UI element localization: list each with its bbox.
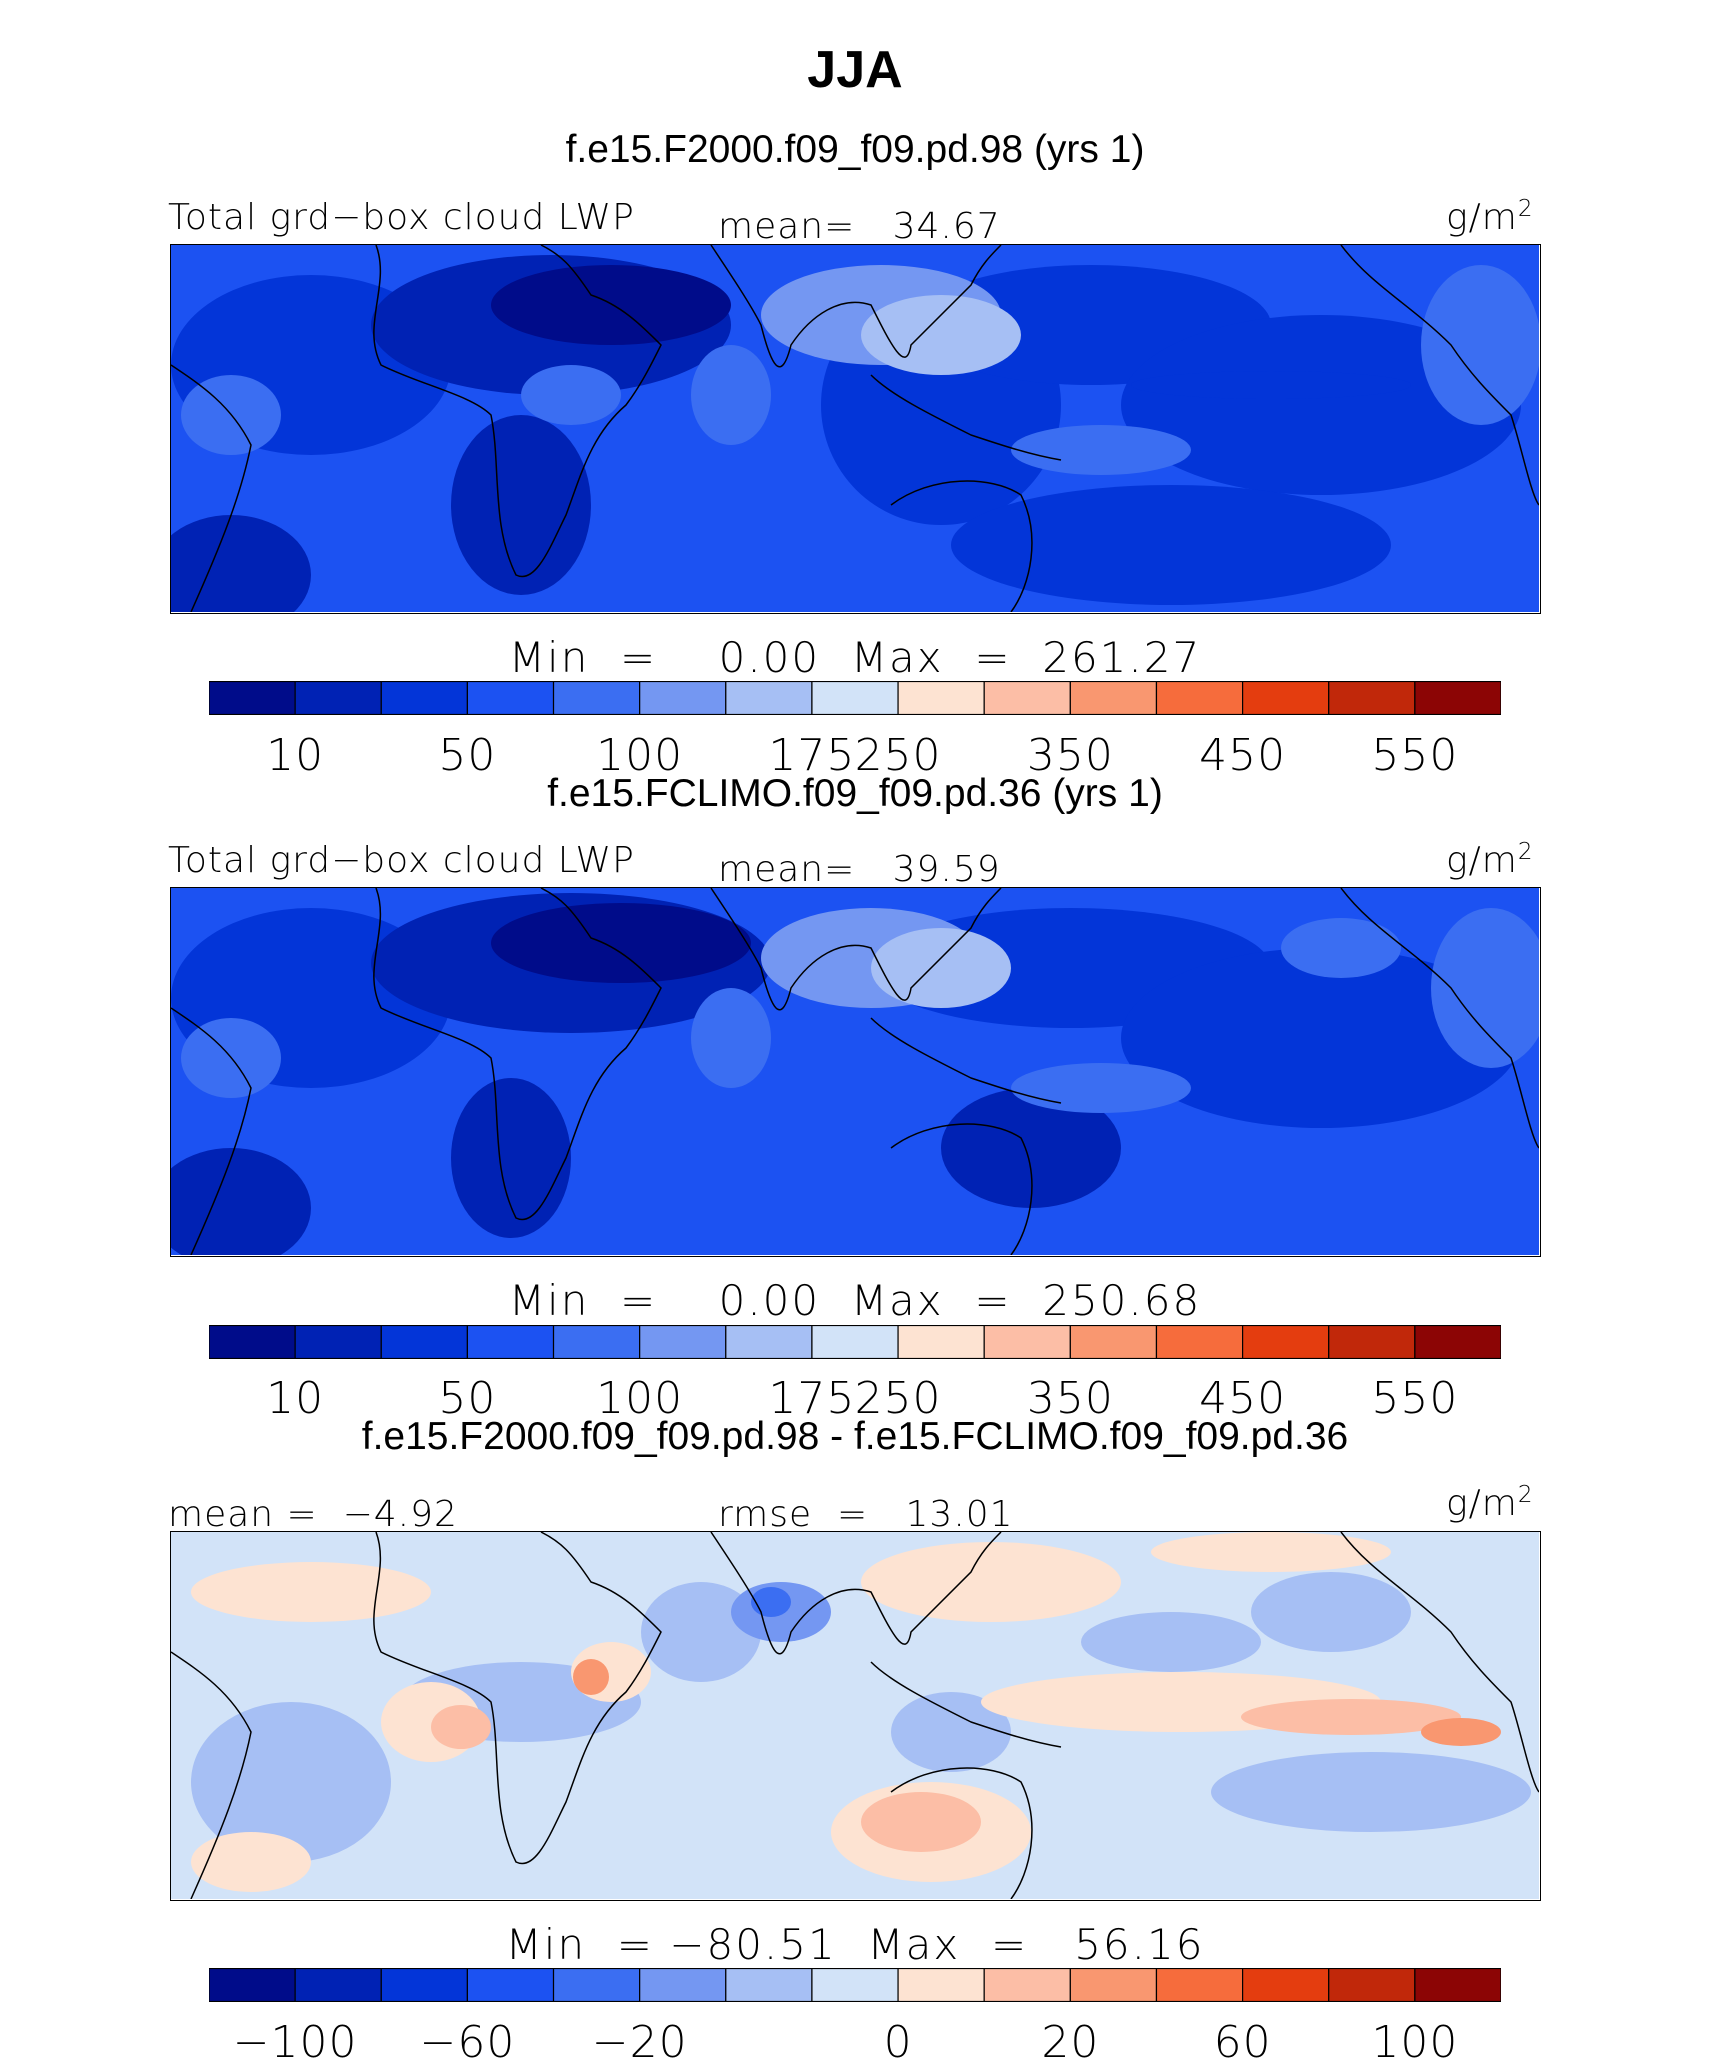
- colorbar-box: [380, 1325, 469, 1359]
- colorbar-tick-label: 100: [596, 1373, 684, 1424]
- colorbar-tick-label: 10: [266, 1373, 325, 1424]
- colorbar-box: [1241, 1968, 1330, 2002]
- panel-3-min-max: Min = −80.51 Max = 56.16: [505, 1920, 1205, 1969]
- colorbar-box: [1241, 1325, 1330, 1359]
- colorbar-tick-label: 50: [438, 730, 497, 781]
- panel-3-rmse-label: rmse = 13.01: [718, 1494, 1014, 1535]
- colorbar-box: [983, 1325, 1071, 1359]
- colorbar-tick-label: 0: [883, 2017, 913, 2068]
- panel-3-units: g/m2: [1446, 1482, 1534, 1524]
- colorbar-box: [552, 1968, 641, 2002]
- colorbar-box: [639, 1325, 727, 1359]
- colorbar-box: [380, 1968, 469, 2002]
- colorbar-box: [466, 1325, 555, 1359]
- panel-2-contour-field: [171, 888, 1539, 1255]
- colorbar-tick-label: 175: [768, 1373, 856, 1424]
- colorbar-tick-label: 550: [1371, 1373, 1459, 1424]
- panel-1-variable-label: Total grd−box cloud LWP: [168, 197, 635, 238]
- panel-1-colorbar-boxes: [209, 681, 1501, 715]
- colorbar-box: [725, 1968, 813, 2002]
- colorbar-box: [811, 1968, 899, 2002]
- colorbar-box: [1328, 1968, 1416, 2002]
- colorbar-tick-label: 60: [1213, 2017, 1272, 2068]
- colorbar-box: [1155, 1325, 1244, 1359]
- panel-2-min-max: Min = 0.00 Max = 250.68: [508, 1276, 1202, 1325]
- colorbar-box: [639, 1968, 727, 2002]
- colorbar-box: [897, 1325, 985, 1359]
- colorbar-box: [1155, 681, 1244, 715]
- colorbar-tick-label: 350: [1026, 730, 1114, 781]
- panel-2-colorbar-boxes: [209, 1325, 1501, 1359]
- colorbar-box: [209, 681, 296, 715]
- colorbar-tick-label: −60: [419, 2017, 516, 2068]
- colorbar-box: [1328, 1325, 1416, 1359]
- colorbar-box: [1414, 1325, 1501, 1359]
- colorbar-box: [1414, 1968, 1501, 2002]
- panel-2-title: f.e15.FCLIMO.f09_f09.pd.36 (yrs 1): [547, 772, 1163, 815]
- colorbar-box: [1155, 1968, 1244, 2002]
- colorbar-box: [639, 681, 727, 715]
- colorbar-box: [1069, 1325, 1158, 1359]
- panel-2-variable-label: Total grd−box cloud LWP: [168, 840, 635, 881]
- colorbar-box: [209, 1968, 296, 2002]
- colorbar-tick-label: 10: [266, 730, 325, 781]
- colorbar-box: [380, 681, 469, 715]
- colorbar-box: [1069, 1968, 1158, 2002]
- colorbar-tick-label: 250: [854, 730, 942, 781]
- colorbar-tick-label: 100: [596, 730, 684, 781]
- panel-3-colorbar-boxes: [209, 1968, 1501, 2002]
- panel-2-units: g/m2: [1446, 839, 1534, 881]
- panel-3-map: [170, 1531, 1541, 1901]
- panel-1-colorbar: [209, 681, 1501, 715]
- main-title: JJA: [807, 41, 903, 99]
- colorbar-tick-label: −100: [232, 2017, 358, 2068]
- colorbar-box: [811, 681, 899, 715]
- colorbar-box: [897, 681, 985, 715]
- colorbar-tick-label: 550: [1371, 730, 1459, 781]
- colorbar-box: [897, 1968, 985, 2002]
- colorbar-tick-label: 100: [1371, 2017, 1459, 2068]
- colorbar-box: [1328, 681, 1416, 715]
- colorbar-box: [811, 1325, 899, 1359]
- panel-2-map: [170, 887, 1541, 1257]
- colorbar-box: [552, 681, 641, 715]
- panel-3-contour-field: [171, 1532, 1539, 1899]
- colorbar-box: [466, 681, 555, 715]
- colorbar-box: [983, 1968, 1071, 2002]
- colorbar-tick-label: −20: [591, 2017, 688, 2068]
- colorbar-box: [209, 1325, 296, 1359]
- panel-1-min-max: Min = 0.00 Max = 261.27: [508, 633, 1202, 682]
- panel-3-title: f.e15.F2000.f09_f09.pd.98 - f.e15.FCLIMO…: [361, 1415, 1349, 1458]
- panel-2-mean-label: mean= 39.59: [718, 849, 1001, 890]
- colorbar-tick-label: 175: [768, 730, 856, 781]
- panel-1-mean-label: mean= 34.67: [718, 206, 1001, 247]
- colorbar-box: [294, 1968, 382, 2002]
- colorbar-tick-label: 350: [1026, 1373, 1114, 1424]
- colorbar-tick-label: 450: [1199, 730, 1287, 781]
- colorbar-tick-label: 450: [1199, 1373, 1287, 1424]
- colorbar-box: [1414, 681, 1501, 715]
- colorbar-box: [1069, 681, 1158, 715]
- colorbar-box: [725, 681, 813, 715]
- colorbar-box: [1241, 681, 1330, 715]
- colorbar-box: [725, 1325, 813, 1359]
- colorbar-box: [983, 681, 1071, 715]
- colorbar-tick-label: 50: [438, 1373, 497, 1424]
- panel-2-colorbar: [209, 1325, 1501, 1359]
- panel-3-mean-label: mean = −4.92: [168, 1494, 458, 1535]
- panel-1-map: [170, 244, 1541, 614]
- colorbar-box: [466, 1968, 555, 2002]
- colorbar-box: [294, 1325, 382, 1359]
- panel-1-units: g/m2: [1446, 196, 1534, 238]
- colorbar-box: [552, 1325, 641, 1359]
- panel-3-colorbar: [209, 1968, 1501, 2002]
- panel-1-title: f.e15.F2000.f09_f09.pd.98 (yrs 1): [565, 128, 1145, 171]
- panel-1-contour-field: [171, 245, 1539, 612]
- colorbar-tick-label: 20: [1041, 2017, 1100, 2068]
- colorbar-tick-label: 250: [854, 1373, 942, 1424]
- colorbar-box: [294, 681, 382, 715]
